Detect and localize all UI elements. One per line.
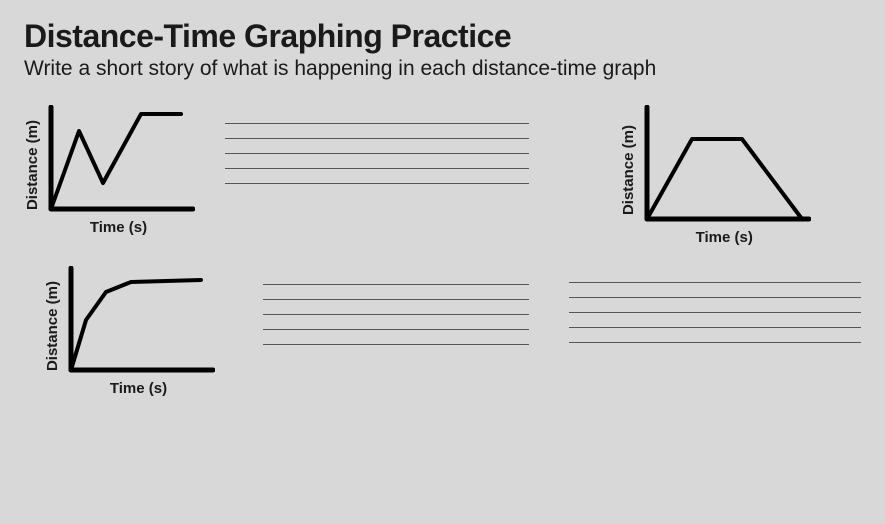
left-column: Distance (m) Time (s) Distance (m) Time … [24, 105, 529, 397]
graph-3-xlabel: Time (s) [696, 229, 753, 246]
graph-1-xlabel: Time (s) [90, 219, 147, 236]
graph-3-ylabel: Distance (m) [620, 115, 637, 215]
writing-lines-3[interactable] [569, 264, 861, 343]
writing-line[interactable] [225, 183, 529, 184]
right-column: Distance (m) Time (s) [569, 105, 861, 397]
graph-1-ylabel: Distance (m) [24, 110, 41, 210]
writing-line[interactable] [225, 138, 529, 139]
graph-1-wrap: Distance (m) Time (s) [24, 105, 195, 236]
writing-line[interactable] [263, 329, 529, 330]
writing-line[interactable] [225, 153, 529, 154]
graph-2-xlabel: Time (s) [110, 380, 167, 397]
writing-line[interactable] [569, 282, 861, 283]
writing-line[interactable] [263, 344, 529, 345]
page-title: Distance-Time Graphing Practice [24, 18, 861, 55]
writing-line[interactable] [569, 327, 861, 328]
graph-block-2: Distance (m) Time (s) [44, 266, 529, 397]
graph-block-1: Distance (m) Time (s) [24, 105, 529, 236]
writing-line[interactable] [225, 123, 529, 124]
graph-3-wrap: Distance (m) Time (s) [569, 105, 861, 246]
writing-line[interactable] [263, 284, 529, 285]
writing-line[interactable] [569, 297, 861, 298]
writing-lines-2[interactable] [263, 266, 529, 345]
writing-line[interactable] [569, 342, 861, 343]
writing-line[interactable] [225, 168, 529, 169]
graph-2-wrap: Distance (m) Time (s) [44, 266, 215, 397]
graph-2-plot [65, 266, 215, 376]
worksheet-area: Distance (m) Time (s) Distance (m) Time … [24, 105, 861, 397]
writing-line[interactable] [263, 314, 529, 315]
writing-line[interactable] [569, 312, 861, 313]
page-subtitle: Write a short story of what is happening… [24, 57, 861, 81]
writing-lines-1[interactable] [225, 105, 529, 184]
graph-3-plot [641, 105, 811, 225]
graph-2-ylabel: Distance (m) [44, 271, 61, 371]
graph-1-plot [45, 105, 195, 215]
writing-line[interactable] [263, 299, 529, 300]
